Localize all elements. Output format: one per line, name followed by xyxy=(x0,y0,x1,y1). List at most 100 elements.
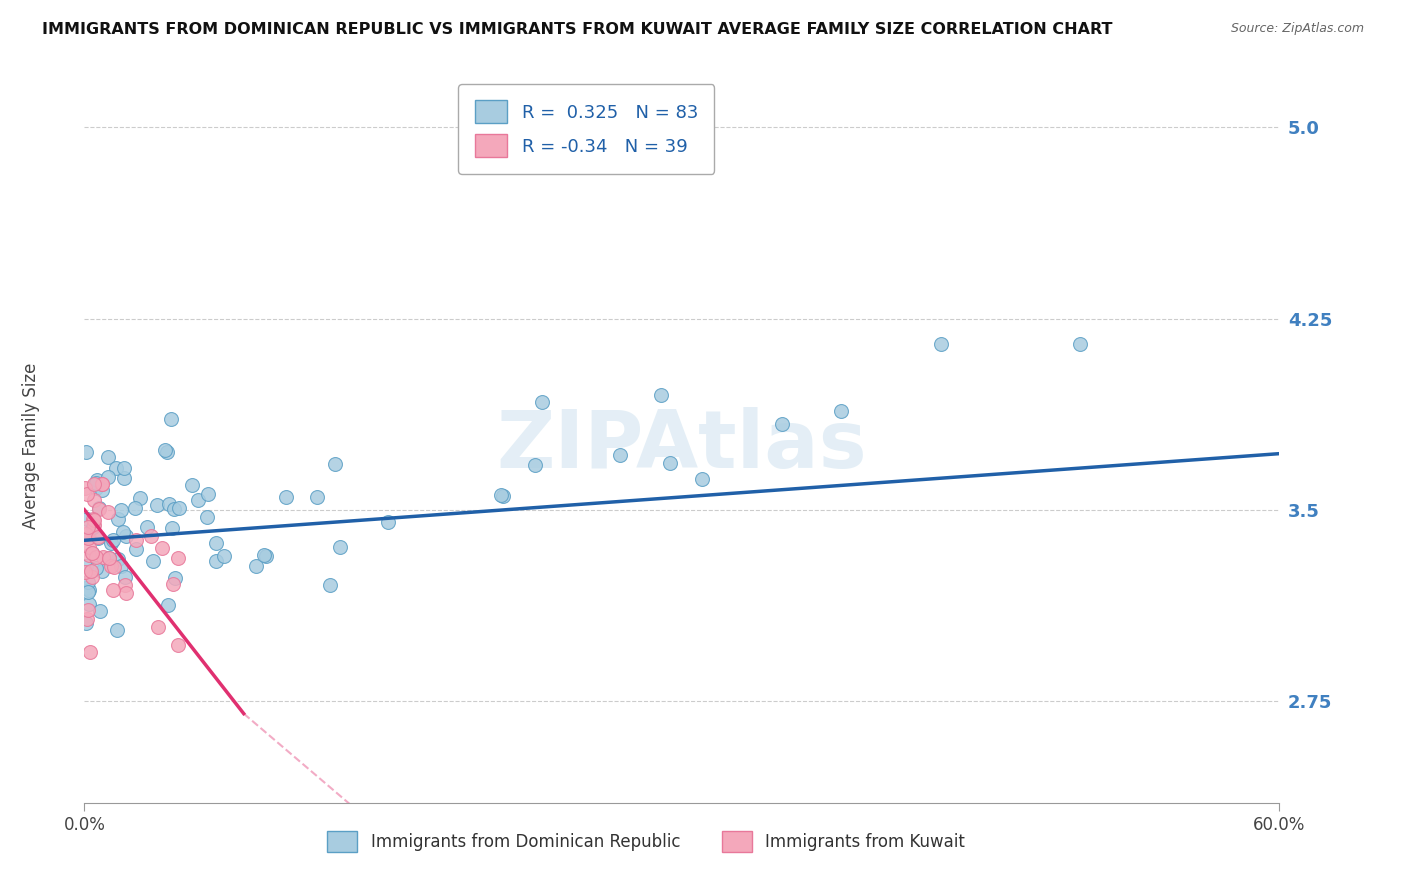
Point xyxy=(319,578,342,592)
Point xyxy=(97,505,120,519)
Point xyxy=(86,531,108,545)
Point xyxy=(75,558,97,573)
Point xyxy=(212,549,235,563)
Point xyxy=(75,581,97,595)
Point xyxy=(146,498,169,512)
Point xyxy=(112,471,135,485)
Point xyxy=(650,388,672,402)
Point xyxy=(136,520,159,534)
Point xyxy=(89,604,111,618)
Point xyxy=(110,558,132,573)
Point xyxy=(84,476,107,491)
Point xyxy=(323,457,346,471)
Point xyxy=(87,501,110,516)
Point xyxy=(103,582,125,597)
Point xyxy=(93,550,115,565)
Point xyxy=(83,477,105,491)
Point xyxy=(163,571,186,585)
Point xyxy=(305,490,328,504)
Point xyxy=(139,529,162,543)
Point xyxy=(97,450,120,465)
Point xyxy=(155,445,177,459)
Point xyxy=(609,448,631,462)
Point xyxy=(76,445,98,459)
Point xyxy=(690,472,713,486)
Point xyxy=(75,527,97,541)
Point xyxy=(195,510,218,524)
Point xyxy=(79,597,101,611)
Point xyxy=(110,503,132,517)
Point xyxy=(112,525,135,540)
Point xyxy=(124,500,146,515)
Point xyxy=(82,512,104,526)
Point xyxy=(89,502,111,516)
Point xyxy=(929,337,952,351)
Point xyxy=(105,623,128,637)
Point xyxy=(162,577,184,591)
Point xyxy=(114,570,136,584)
Point xyxy=(129,491,152,505)
Point xyxy=(125,542,148,557)
Point xyxy=(79,645,101,659)
Point xyxy=(76,511,98,525)
Point xyxy=(77,540,100,554)
Point xyxy=(114,578,136,592)
Point xyxy=(115,529,138,543)
Legend: Immigrants from Dominican Republic, Immigrants from Kuwait: Immigrants from Dominican Republic, Immi… xyxy=(321,824,972,859)
Point xyxy=(98,550,121,565)
Point xyxy=(76,612,98,626)
Point xyxy=(253,548,276,562)
Point xyxy=(124,533,146,547)
Point xyxy=(254,549,277,563)
Point xyxy=(167,551,190,566)
Point xyxy=(91,477,114,491)
Point xyxy=(187,492,209,507)
Point xyxy=(104,461,127,475)
Point xyxy=(101,533,124,548)
Point xyxy=(77,530,100,544)
Point xyxy=(160,412,183,426)
Point xyxy=(97,550,120,565)
Point xyxy=(83,513,105,527)
Point xyxy=(157,497,180,511)
Point xyxy=(84,561,107,575)
Point xyxy=(107,512,129,526)
Point xyxy=(83,492,105,507)
Point xyxy=(91,564,114,578)
Point xyxy=(83,518,105,533)
Point xyxy=(205,536,228,550)
Point xyxy=(276,491,298,505)
Point xyxy=(82,569,104,583)
Point xyxy=(153,443,176,458)
Point xyxy=(112,460,135,475)
Point xyxy=(148,620,170,634)
Point xyxy=(103,560,125,574)
Point xyxy=(91,477,114,491)
Point xyxy=(197,487,219,501)
Point xyxy=(489,488,512,502)
Point xyxy=(150,541,173,555)
Point xyxy=(377,515,399,529)
Text: IMMIGRANTS FROM DOMINICAN REPUBLIC VS IMMIGRANTS FROM KUWAIT AVERAGE FAMILY SIZE: IMMIGRANTS FROM DOMINICAN REPUBLIC VS IM… xyxy=(42,22,1112,37)
Point xyxy=(76,602,98,616)
Point xyxy=(1069,337,1091,351)
Point xyxy=(100,536,122,550)
Point xyxy=(77,575,100,590)
Point xyxy=(169,501,191,516)
Point xyxy=(80,546,103,560)
Point xyxy=(87,530,110,544)
Point xyxy=(82,546,104,560)
Point xyxy=(75,481,97,495)
Point xyxy=(86,473,108,487)
Point xyxy=(76,531,98,545)
Point xyxy=(82,520,104,534)
Point xyxy=(180,477,202,491)
Point xyxy=(79,583,101,598)
Point xyxy=(156,599,179,613)
Point xyxy=(100,559,122,574)
Point xyxy=(75,565,97,579)
Text: ZIPAtlas: ZIPAtlas xyxy=(496,407,868,485)
Text: Average Family Size: Average Family Size xyxy=(22,363,39,529)
Point xyxy=(770,417,793,431)
Point xyxy=(329,540,352,554)
